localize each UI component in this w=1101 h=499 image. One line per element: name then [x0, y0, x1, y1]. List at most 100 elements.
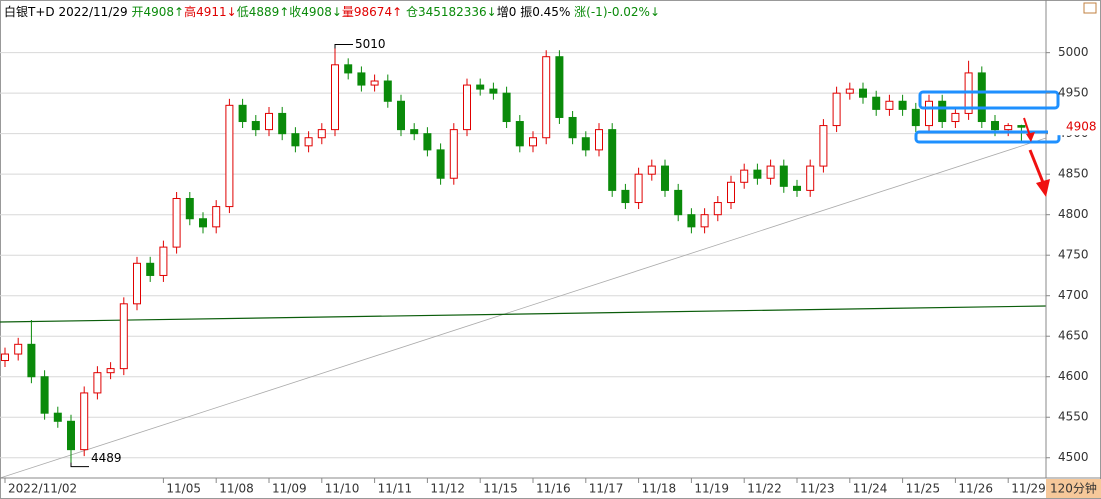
- y-tick-label: 4800: [1058, 207, 1089, 221]
- candle-body: [251, 121, 260, 131]
- candle-body: [357, 72, 366, 86]
- y-tick-label: 4850: [1058, 167, 1089, 181]
- support-line: [0, 305, 1047, 323]
- header-text: 2022/11/29: [58, 5, 127, 19]
- header-text: 收4908↓: [289, 5, 342, 19]
- candle-body: [133, 262, 141, 305]
- header-text: 量98674↑: [342, 5, 402, 19]
- candle-body: [977, 72, 986, 123]
- candle-body: [489, 88, 498, 94]
- candle-body: [700, 214, 709, 228]
- x-tick-label: 11/18: [642, 482, 677, 496]
- x-tick-label: 11/24: [853, 482, 888, 496]
- highlight-box: [918, 90, 1060, 110]
- candle-body: [476, 84, 485, 90]
- candle-body: [265, 112, 273, 131]
- candle-body: [885, 100, 894, 110]
- candle-body: [727, 181, 735, 204]
- candle-body: [938, 100, 947, 123]
- candle-body: [67, 420, 75, 451]
- candle-body: [93, 372, 102, 394]
- x-tick-label: 2022/11/02: [8, 482, 77, 496]
- candle-body: [845, 88, 854, 94]
- x-tick-label: 11/19: [694, 482, 729, 496]
- candle-body: [449, 129, 458, 179]
- y-tick-label: 5000: [1058, 45, 1089, 59]
- arrow-head: [1026, 132, 1035, 142]
- candle-body: [423, 133, 432, 151]
- candle-body: [647, 165, 656, 175]
- x-tick-label: 11/11: [378, 482, 413, 496]
- window-icon[interactable]: [1083, 2, 1097, 14]
- candle-body: [291, 133, 300, 147]
- candle-body: [951, 112, 960, 123]
- candle-body: [740, 169, 749, 183]
- candle-body: [925, 100, 933, 127]
- annotation-leader: [70, 462, 89, 468]
- candle-body: [898, 100, 907, 110]
- candle-body: [370, 80, 379, 86]
- candle-body: [1004, 125, 1013, 131]
- candle-body: [766, 165, 775, 179]
- candle-body: [383, 80, 392, 102]
- header-text: 低4889↑: [237, 5, 290, 19]
- candle-body: [344, 64, 353, 74]
- candle-body: [212, 206, 221, 228]
- x-tick-label: 11/17: [589, 482, 624, 496]
- x-tick-label: 11/29: [1011, 482, 1046, 496]
- y-tick-label: 4750: [1058, 248, 1089, 262]
- candle-body: [555, 56, 564, 118]
- candle-body: [581, 137, 590, 151]
- header-text: 开4908↑: [131, 5, 184, 19]
- period-label[interactable]: 120分钟: [1050, 481, 1097, 496]
- x-tick-label: 11/09: [272, 482, 307, 496]
- candle-body: [859, 88, 867, 98]
- candle-body: [687, 214, 696, 228]
- arrow-head: [1036, 179, 1050, 197]
- highlight-box: [914, 130, 1061, 144]
- candle-body: [911, 108, 920, 127]
- candle-body: [463, 84, 471, 131]
- candle-body: [40, 376, 49, 414]
- x-tick-label: 11/23: [800, 482, 835, 496]
- candle-body: [661, 165, 669, 191]
- candle-body: [278, 112, 287, 135]
- y-tick-label: 4550: [1058, 410, 1089, 424]
- period-badge[interactable]: [1046, 479, 1101, 498]
- candle-body: [185, 197, 194, 220]
- x-tick-label: 11/08: [219, 482, 254, 496]
- low-annotation: 4489: [91, 451, 122, 465]
- candle-body: [608, 129, 617, 191]
- last-price-box: [1048, 119, 1098, 136]
- header-text: 高4911↓: [184, 4, 237, 19]
- x-tick-label: 11/05: [166, 482, 201, 496]
- candle-body: [779, 165, 788, 187]
- candle-body: [806, 165, 815, 191]
- header-text: 白银T+D: [4, 4, 55, 19]
- header-text: 仓345182336↓: [406, 5, 497, 19]
- candle-body: [991, 121, 999, 131]
- candle-body: [1017, 125, 1026, 128]
- candle-body: [529, 137, 537, 147]
- candle-body: [713, 202, 722, 216]
- candle-body: [80, 392, 89, 451]
- candle-body: [119, 303, 128, 370]
- candle-body: [331, 64, 339, 131]
- candle-body: [106, 368, 115, 374]
- candle-body: [568, 116, 577, 139]
- candle-body: [225, 104, 234, 208]
- y-tick-label: 4700: [1058, 288, 1089, 302]
- candle-body: [53, 412, 62, 422]
- x-tick-label: 11/12: [430, 482, 465, 496]
- candle-body: [172, 197, 181, 248]
- annotation-leader: [334, 44, 353, 49]
- candle-body: [410, 129, 419, 135]
- x-tick-label: 11/25: [906, 482, 941, 496]
- candle-body: [159, 246, 168, 276]
- candle-body: [674, 189, 683, 216]
- x-tick-label: 11/15: [483, 482, 518, 496]
- header-text: 振0.45%: [520, 5, 570, 19]
- candle-body: [199, 218, 207, 228]
- candle-body: [753, 169, 762, 179]
